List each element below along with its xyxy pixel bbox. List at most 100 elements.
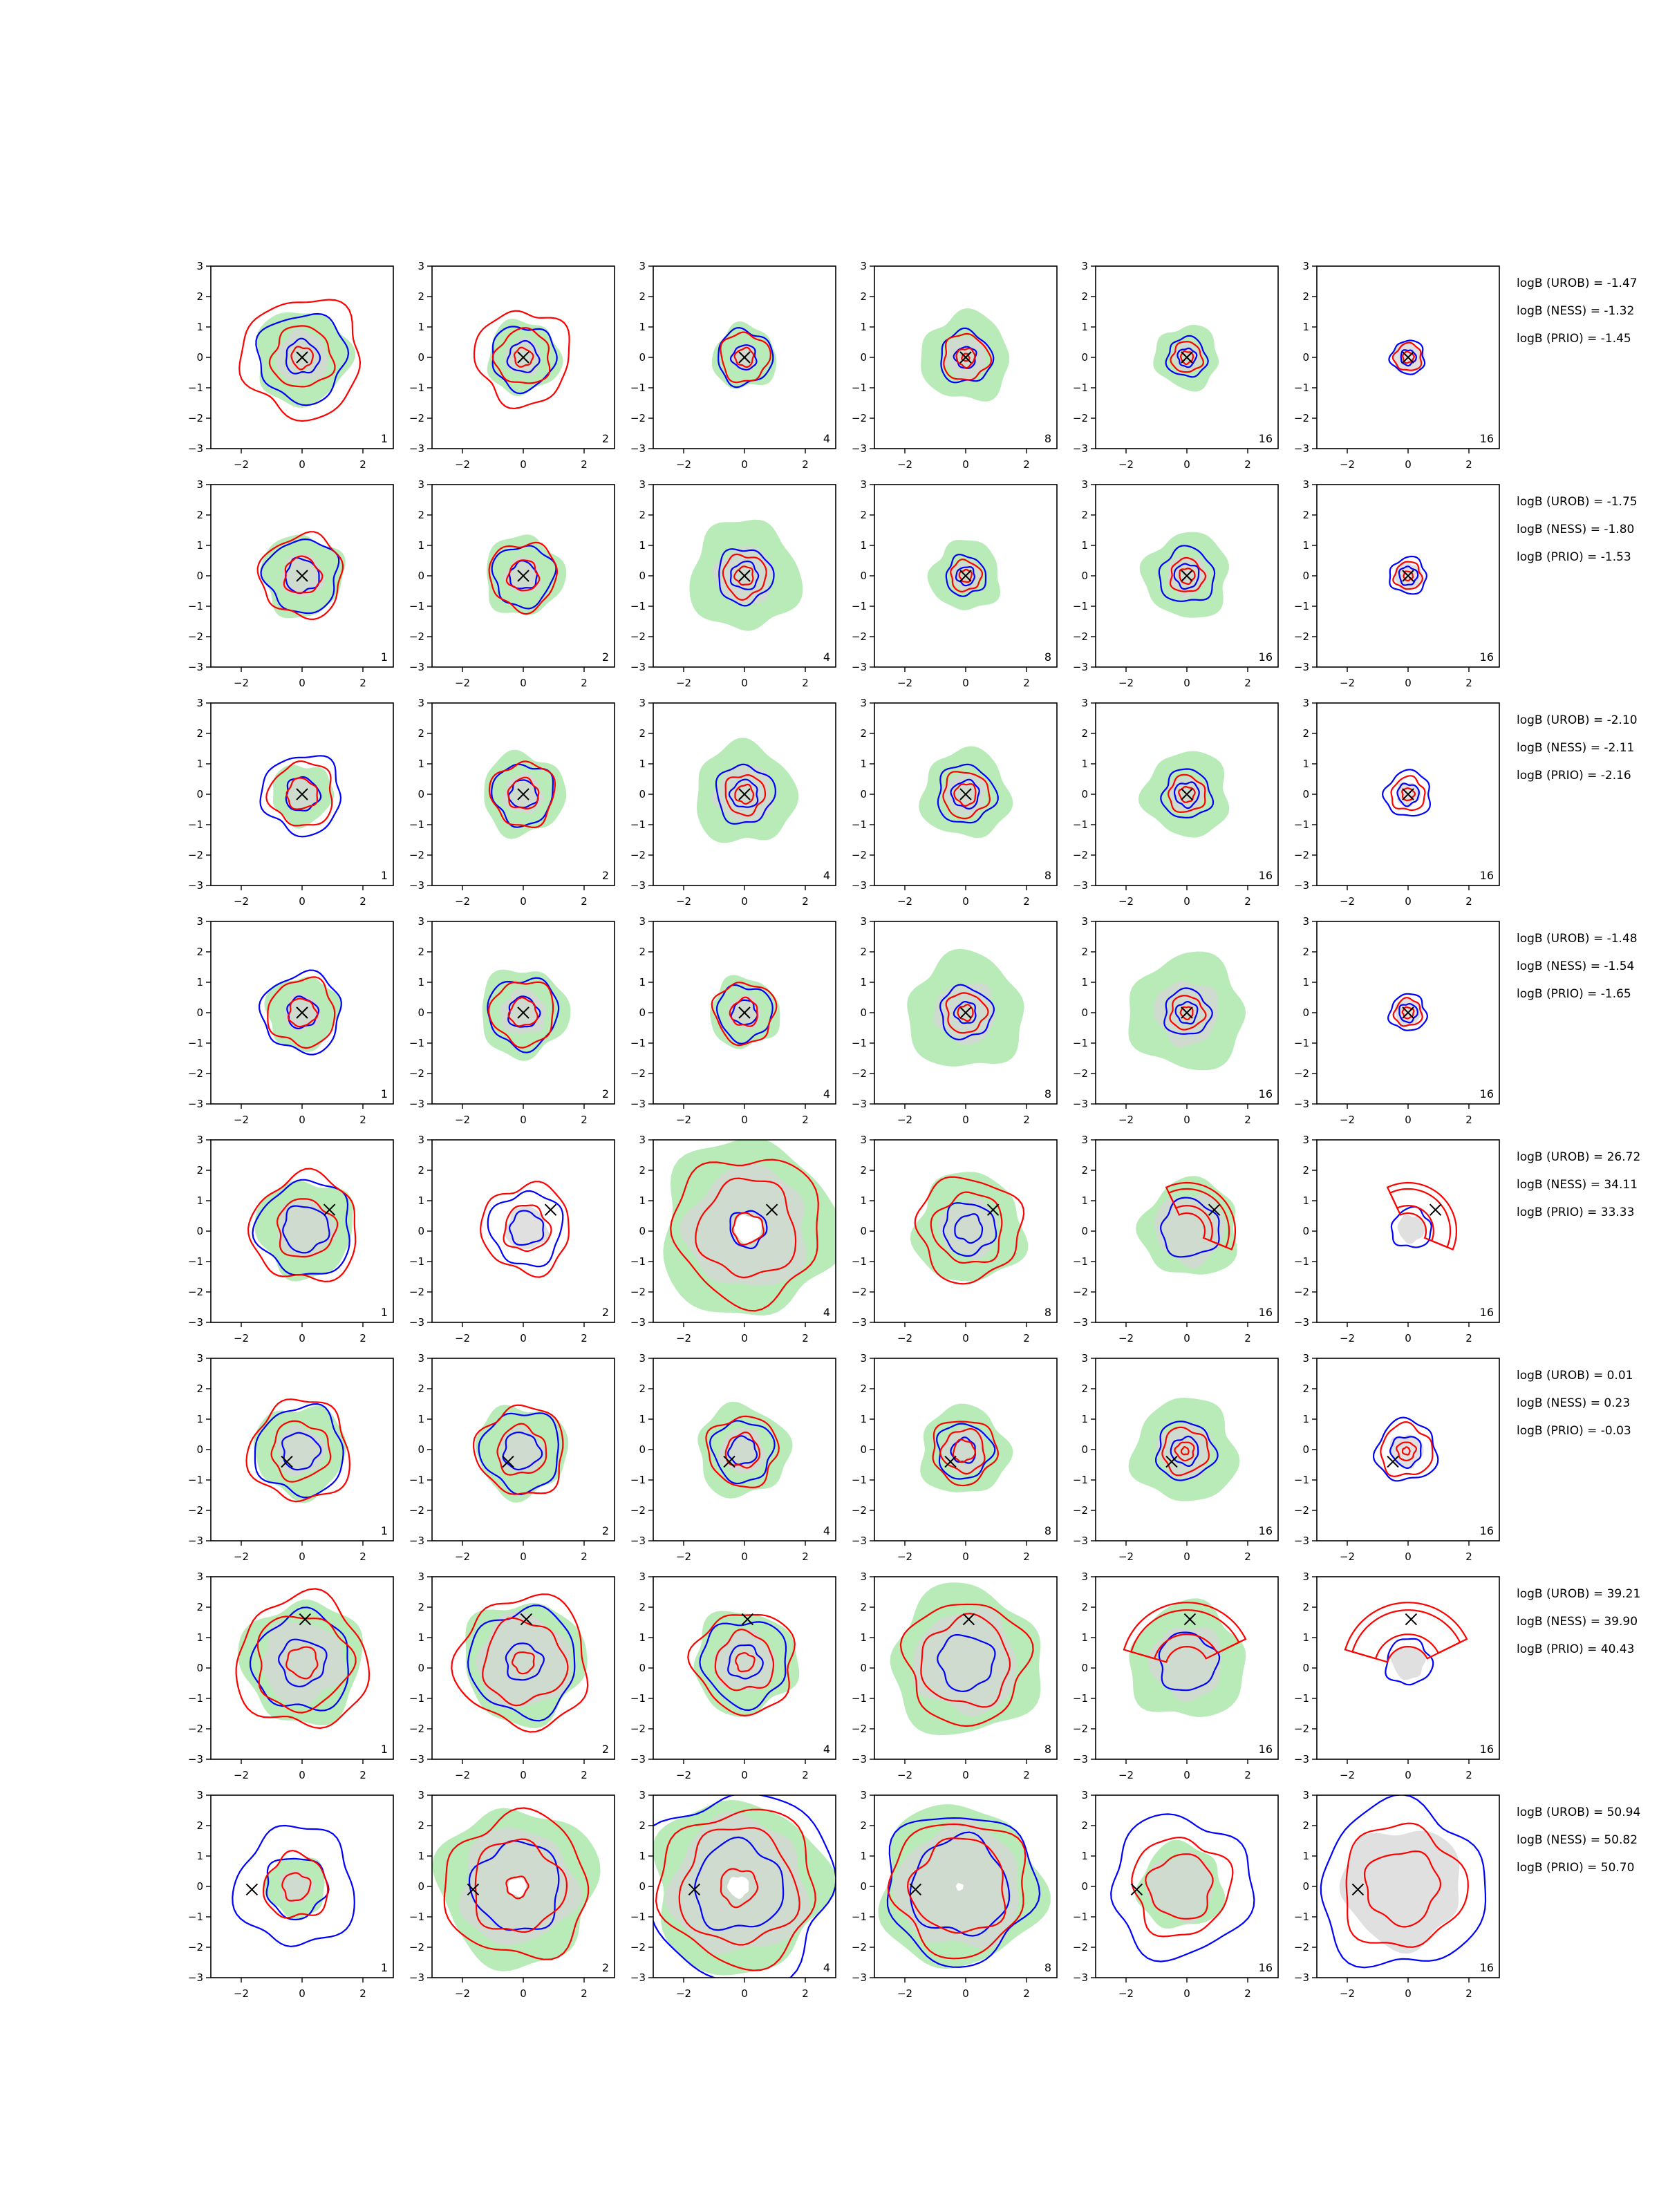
- y-tick-label: 3: [418, 478, 424, 491]
- x-tick-label: 0: [520, 1550, 527, 1563]
- y-tick-label: 2: [639, 509, 646, 521]
- marker-x: [1402, 1006, 1414, 1019]
- x-tick-label: −2: [1118, 895, 1134, 908]
- red-contour: [247, 1168, 357, 1283]
- panel-column-label: 1: [381, 1306, 388, 1319]
- x-tick-label: 2: [1244, 1114, 1251, 1126]
- panel-r8-c2: −2 0 2 3 2 1 0 −1 −2 −3 2: [409, 1789, 615, 2000]
- y-tick-label: 2: [860, 727, 867, 740]
- plot-area: [927, 540, 1001, 610]
- y-tick-label: −1: [630, 1037, 646, 1049]
- x-tick-label: −2: [897, 1987, 912, 2000]
- y-tick-label: 3: [418, 260, 424, 272]
- marker-x: [688, 1883, 701, 1896]
- red-contour: [265, 760, 333, 827]
- y-tick-label: 2: [1302, 1164, 1309, 1177]
- y-tick-label: −3: [630, 661, 646, 673]
- y-tick-label: 3: [860, 1134, 867, 1146]
- blue-contour: [950, 778, 980, 810]
- panel-column-label: 16: [1259, 869, 1273, 882]
- y-tick-label: 2: [860, 1164, 867, 1177]
- x-tick-label: −2: [455, 1114, 470, 1126]
- panel-column-label: 16: [1259, 1961, 1273, 1974]
- red-contour: [1403, 570, 1414, 582]
- y-tick-label: 1: [418, 1631, 424, 1644]
- panel-column-label: 8: [1044, 432, 1051, 445]
- plot-area: [238, 299, 362, 422]
- x-tick-label: −2: [897, 1114, 912, 1126]
- marker-x: [1181, 1006, 1193, 1019]
- density-hole: [955, 1883, 964, 1891]
- red-contour: [1169, 556, 1207, 592]
- x-tick-label: 0: [1183, 1114, 1190, 1126]
- logb-annotation: logB (NESS) = 0.23: [1517, 1396, 1630, 1410]
- plot-area: [1387, 993, 1429, 1031]
- panel-r7-c6: −2 0 2 3 2 1 0 −1 −2 −3 16: [1294, 1571, 1500, 1781]
- y-tick-label: 1: [1081, 976, 1088, 988]
- plot-area: [687, 1611, 800, 1717]
- red-contour: [263, 1850, 329, 1919]
- x-tick-label: 0: [299, 1332, 306, 1344]
- blue-contour: [937, 1634, 996, 1693]
- blue-contour: [478, 1412, 559, 1495]
- y-tick-label: −3: [188, 442, 203, 455]
- blue-contour: [709, 1420, 776, 1485]
- y-tick-label: 2: [418, 1164, 424, 1177]
- y-tick-label: 3: [418, 1789, 424, 1801]
- panel-column-label: 8: [1044, 1306, 1051, 1319]
- y-tick-label: 1: [418, 539, 424, 552]
- blue-contour: [258, 969, 342, 1056]
- x-tick-label: 2: [1023, 458, 1030, 471]
- x-tick-label: −2: [897, 1550, 912, 1563]
- grey-density-fill: [912, 1606, 1017, 1717]
- red-contour: [952, 1438, 976, 1463]
- red-contour: [720, 1868, 759, 1909]
- marker-x: [723, 1455, 735, 1468]
- panel-r7-c4: −2 0 2 3 2 1 0 −1 −2 −3 8: [852, 1571, 1058, 1781]
- x-tick-label: 2: [1023, 895, 1030, 908]
- y-tick-label: 3: [639, 1134, 646, 1146]
- marker-x: [1181, 570, 1193, 582]
- y-tick-label: −1: [1294, 1692, 1309, 1705]
- y-tick-label: −3: [1294, 1753, 1309, 1765]
- red-crescent-contour: [1386, 1181, 1457, 1250]
- panel-column-label: 16: [1259, 1743, 1273, 1756]
- y-tick-label: −2: [188, 1941, 203, 1953]
- red-crescent-contour: [1165, 1181, 1236, 1250]
- logb-annotation: logB (PRIO) = -2.16: [1517, 769, 1631, 782]
- x-tick-label: −2: [1118, 1987, 1134, 2000]
- y-tick-label: 2: [860, 1382, 867, 1395]
- red-contour: [473, 310, 570, 410]
- panel-r5-c1: −2 0 2 3 2 1 0 −1 −2 −3 1: [188, 1134, 394, 1344]
- marker-x: [738, 570, 751, 582]
- y-tick-label: 1: [639, 758, 646, 770]
- logb-annotation: logB (UROB) = -1.75: [1517, 495, 1638, 509]
- red-contour: [507, 997, 538, 1027]
- logb-annotation: logB (UROB) = 26.72: [1517, 1150, 1640, 1164]
- y-tick-label: 0: [1081, 570, 1088, 582]
- blue-contour: [502, 1432, 543, 1471]
- panel-r3-c5: −2 0 2 3 2 1 0 −1 −2 −3 16: [1073, 697, 1279, 908]
- marker-x: [741, 1613, 754, 1626]
- y-tick-label: −1: [1073, 1255, 1088, 1268]
- y-tick-label: 3: [418, 1571, 424, 1583]
- blue-contour: [718, 548, 775, 607]
- blue-contour: [728, 778, 759, 808]
- y-tick-label: 2: [418, 727, 424, 740]
- y-tick-label: 1: [860, 539, 867, 552]
- red-contour: [1174, 1441, 1195, 1462]
- x-tick-label: 0: [1183, 1987, 1190, 2000]
- marker-x: [959, 1006, 972, 1019]
- y-tick-label: 1: [1081, 539, 1088, 552]
- y-tick-label: 3: [639, 1789, 646, 1801]
- panel-r2-c2: −2 0 2 3 2 1 0 −1 −2 −3 2: [409, 478, 615, 689]
- panel-r6-c5: −2 0 2 3 2 1 0 −1 −2 −3 16: [1073, 1352, 1279, 1563]
- plot-area: [472, 1404, 569, 1503]
- x-tick-label: 0: [299, 1114, 306, 1126]
- panel-r2-c3: −2 0 2 3 2 1 0 −1 −2 −3 4: [630, 478, 836, 689]
- y-tick-label: −1: [409, 382, 424, 394]
- y-tick-label: −1: [188, 1255, 203, 1268]
- panel-column-label: 8: [1044, 1743, 1051, 1756]
- x-tick-label: −2: [1340, 1114, 1355, 1126]
- y-tick-label: −3: [630, 1753, 646, 1765]
